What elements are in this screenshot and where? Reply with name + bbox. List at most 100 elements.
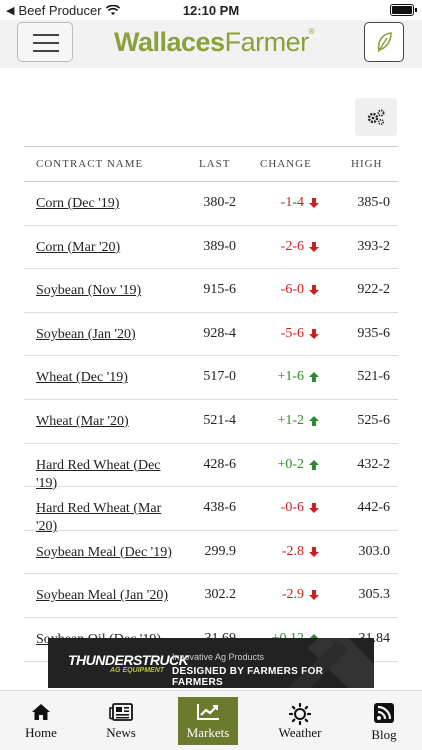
ad-banner[interactable]: THUNDERSTRUCK AG EQUIPMENT Innovative Ag…: [48, 638, 374, 688]
high-value: 525-6: [357, 412, 390, 428]
tab-label: Home: [25, 725, 57, 740]
contract-link[interactable]: Wheat (Mar '20): [36, 413, 129, 429]
change-value: +1-6: [277, 369, 304, 385]
change-value: +0-2: [277, 456, 304, 472]
contract-link[interactable]: Soybean (Jan '20): [36, 326, 136, 342]
back-arrow-icon: ◀: [6, 5, 15, 17]
wifi-icon: [105, 5, 120, 15]
contract-link[interactable]: Soybean Meal (Jan '20): [36, 588, 168, 604]
carrier: ◀ Beef Producer: [6, 3, 120, 18]
high-value: 442-6: [357, 500, 390, 516]
status-bar: ◀ Beef Producer 12:10 PM: [0, 0, 422, 20]
table-row: Wheat (Mar '20) 521-4 +1-2 525-6: [24, 400, 398, 444]
change-cell: -2-6: [281, 239, 320, 255]
last-value: 302.2: [204, 587, 237, 603]
tab-label: Blog: [371, 727, 397, 742]
change-cell: -5-6: [281, 326, 320, 342]
change-value: -2-6: [280, 238, 304, 254]
column-header-last: LAST: [199, 158, 231, 170]
arrow-down-icon: [309, 546, 319, 557]
column-header-contract: CONTRACT NAME: [36, 158, 144, 170]
logo: WallacesFarmer®: [114, 27, 315, 58]
change-value: -2.8: [281, 543, 304, 559]
contract-link[interactable]: Hard Red Wheat (Dec '19): [36, 457, 161, 491]
clock: 12:10 PM: [182, 3, 240, 18]
hamburger-line: [33, 50, 59, 52]
last-value: 428-6: [203, 456, 236, 472]
contract-link[interactable]: Wheat (Dec '19): [36, 370, 128, 386]
ad-stripes: [288, 638, 374, 688]
logo-part1: Wallaces: [114, 27, 225, 57]
tab-label: Markets: [186, 725, 230, 740]
last-value: 299.9: [204, 543, 237, 559]
table-header: CONTRACT NAME LAST CHANGE HIGH: [24, 146, 398, 182]
ad-brand-sub: AG EQUIPMENT: [110, 667, 165, 674]
change-value: -1-4: [280, 195, 304, 210]
chart-line-icon: [197, 704, 219, 720]
tab-markets[interactable]: Markets: [178, 697, 238, 745]
ad-tagline-small: Innovative Ag Products: [172, 652, 265, 662]
table-row: Soybean Meal (Dec '19) 299.9 -2.8 303.0: [24, 531, 398, 575]
battery-icon: [390, 4, 417, 16]
table-body: Corn (Dec '19) 380-2 -1-4 385-0 Corn (Mar '2…: [24, 182, 398, 662]
ad-tagline-big: DESIGNED BY FARMERS FOR FARMERS: [172, 666, 324, 688]
arrow-down-icon: [309, 285, 319, 296]
newspaper-icon: [109, 703, 133, 721]
contract-link[interactable]: Hard Red Wheat (Mar '20): [36, 501, 162, 535]
change-cell: -6-0: [281, 282, 320, 298]
change-value: -6-0: [280, 282, 304, 298]
arrow-down-icon: [309, 328, 319, 339]
home-icon: [32, 704, 50, 720]
tab-blog[interactable]: Blog: [354, 691, 414, 750]
rss-icon: [374, 703, 394, 723]
column-header-high: HIGH: [351, 158, 383, 170]
settings-button[interactable]: [355, 98, 397, 136]
tab-news[interactable]: News: [91, 691, 151, 750]
menu-button[interactable]: [17, 22, 73, 62]
arrow-down-icon: [309, 590, 319, 601]
tab-label: News: [106, 725, 136, 740]
tab-weather[interactable]: Weather: [270, 691, 330, 750]
ad-brand: THUNDERSTRUCK: [68, 652, 189, 668]
change-value: -0-6: [280, 500, 304, 516]
change-cell: +0-2: [277, 457, 320, 473]
table-row: Hard Red Wheat (Dec '19) 428-6 +0-2 432-2: [24, 444, 398, 491]
contract-link[interactable]: Soybean (Nov '19): [36, 283, 142, 299]
high-value: 432-2: [357, 456, 390, 472]
tab-home[interactable]: Home: [11, 691, 71, 750]
hamburger-line: [33, 34, 59, 36]
last-value: 380-2: [203, 195, 236, 210]
table-row: Hard Red Wheat (Mar '20) 438-6 -0-6 442-6: [24, 487, 398, 534]
last-value: 928-4: [203, 325, 236, 341]
table-row: Corn (Mar '20) 389-0 -2-6 393-2: [24, 226, 398, 270]
logo-mark: ®: [308, 27, 315, 36]
high-value: 521-6: [357, 369, 390, 385]
high-value: 385-0: [357, 195, 390, 210]
high-value: 935-6: [357, 325, 390, 341]
arrow-down-icon: [309, 241, 319, 252]
table-row: Soybean (Jan '20) 928-4 -5-6 935-6: [24, 313, 398, 357]
last-value: 521-4: [203, 412, 236, 428]
change-cell: +1-2: [277, 413, 320, 429]
change-value: -2.9: [281, 587, 304, 603]
carrier-label: Beef Producer: [18, 3, 102, 18]
hamburger-line: [33, 42, 59, 44]
contract-link[interactable]: Corn (Mar '20): [36, 239, 121, 255]
leaf-icon: [377, 32, 392, 53]
change-cell: -1-4: [281, 195, 320, 211]
leaf-button[interactable]: [364, 22, 404, 62]
logo-part2: Farmer: [224, 27, 310, 57]
last-value: 438-6: [203, 500, 236, 516]
arrow-down-icon: [309, 198, 319, 208]
change-cell: -2.9: [282, 587, 320, 603]
contract-link[interactable]: Soybean Meal (Dec '19): [36, 544, 172, 560]
table-row: Corn (Dec '19) 380-2 -1-4 385-0: [24, 182, 398, 226]
arrow-down-icon: [309, 503, 319, 514]
high-value: 303.0: [358, 543, 391, 559]
sun-icon: [289, 703, 311, 725]
last-value: 517-0: [203, 369, 236, 385]
change-cell: +1-6: [277, 369, 320, 385]
contract-link[interactable]: Corn (Dec '19): [36, 196, 120, 211]
arrow-up-icon: [309, 459, 319, 470]
change-value: -5-6: [280, 325, 304, 341]
